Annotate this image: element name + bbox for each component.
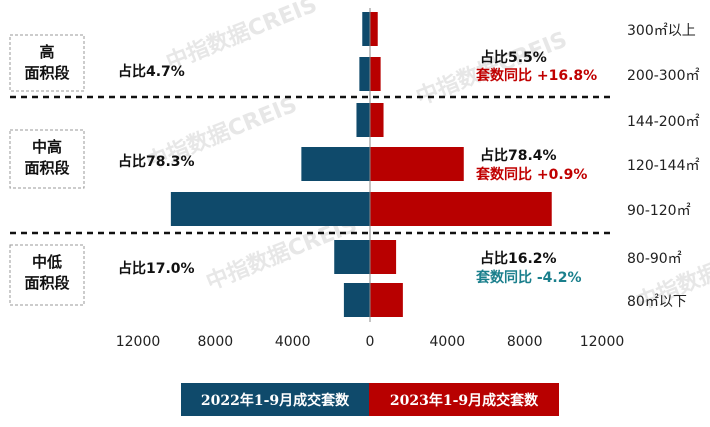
group-label-line2: 面积段 (24, 159, 69, 177)
bar-2022-1 (359, 57, 370, 91)
x-tick-label: 12000 (580, 334, 625, 350)
category-label: 90-120㎡ (627, 203, 691, 219)
x-tick-label: 8000 (507, 334, 543, 350)
bar-2023-4 (370, 192, 552, 226)
legend-label-2023: 2023年1-9月成交套数 (390, 392, 539, 409)
legend-swatch-2023 (369, 383, 559, 416)
group-label-line1: 高 (39, 43, 54, 61)
left-share-label: 占比78.3% (118, 153, 195, 170)
watermark-text: 中指数据CREIS (163, 0, 321, 76)
legend-label-2022: 2022年1-9月成交套数 (201, 392, 350, 409)
category-label: 80-90㎡ (627, 251, 682, 267)
category-label: 120-144㎡ (627, 158, 700, 174)
left-share-label: 占比4.7% (118, 63, 185, 80)
bar-2023-0 (370, 12, 378, 46)
x-tick-label: 12000 (116, 334, 161, 350)
group-label-line1: 中高 (32, 138, 62, 156)
left-share-label: 占比17.0% (118, 260, 195, 277)
legend-swatch-2022 (181, 383, 369, 416)
right-share-label: 占比16.2% (480, 250, 557, 267)
bar-2023-1 (370, 57, 381, 91)
bar-2023-6 (370, 283, 403, 317)
bar-2023-5 (370, 240, 397, 274)
right-share-label: 占比78.4% (480, 147, 557, 164)
x-tick-label: 4000 (275, 334, 311, 350)
group-box (9, 129, 85, 189)
bar-2022-5 (334, 240, 370, 274)
bar-2022-6 (343, 283, 370, 317)
bar-2022-3 (301, 147, 370, 181)
x-tick-label: 0 (366, 334, 375, 350)
group-box (9, 244, 85, 306)
bar-2023-2 (370, 103, 384, 137)
bar-2022-4 (170, 192, 370, 226)
bar-2023-3 (370, 147, 464, 181)
x-tick-label: 4000 (430, 334, 466, 350)
bar-2022-2 (356, 103, 370, 137)
right-yoy-label: 套数同比 +0.9% (476, 166, 587, 183)
group-label-line2: 面积段 (24, 274, 69, 292)
right-yoy-label: 套数同比 -4.2% (476, 269, 582, 286)
bar-2022-0 (362, 12, 370, 46)
group-label-line2: 面积段 (24, 64, 69, 82)
right-yoy-label: 套数同比 +16.8% (476, 67, 597, 84)
right-share-label: 占比5.5% (480, 49, 547, 66)
category-label: 200-300㎡ (627, 68, 700, 84)
category-label: 300㎡以上 (627, 23, 696, 39)
group-label-line1: 中低 (32, 253, 62, 271)
group-box (9, 34, 85, 92)
x-tick-label: 8000 (198, 334, 234, 350)
category-label: 80㎡以下 (627, 294, 687, 310)
category-label: 144-200㎡ (627, 114, 700, 130)
